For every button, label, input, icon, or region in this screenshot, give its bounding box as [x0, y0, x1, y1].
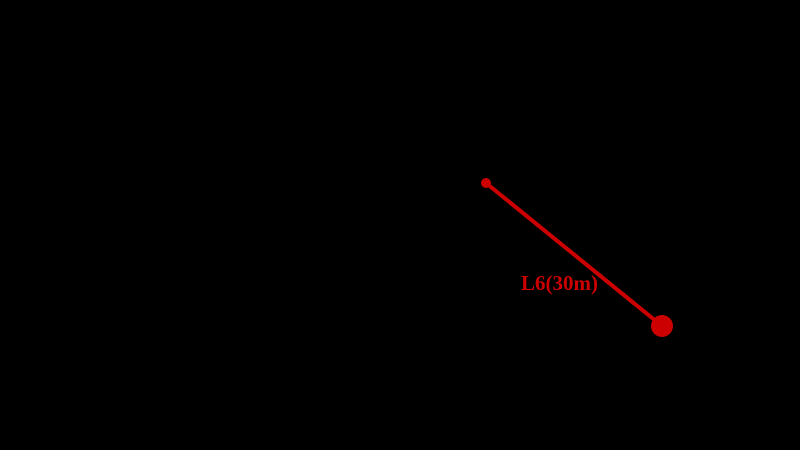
link-line[interactable]: [484, 181, 664, 328]
link-start-node[interactable]: [481, 178, 491, 188]
link-label: L6(30m): [521, 271, 598, 295]
link-end-node[interactable]: [651, 315, 673, 337]
